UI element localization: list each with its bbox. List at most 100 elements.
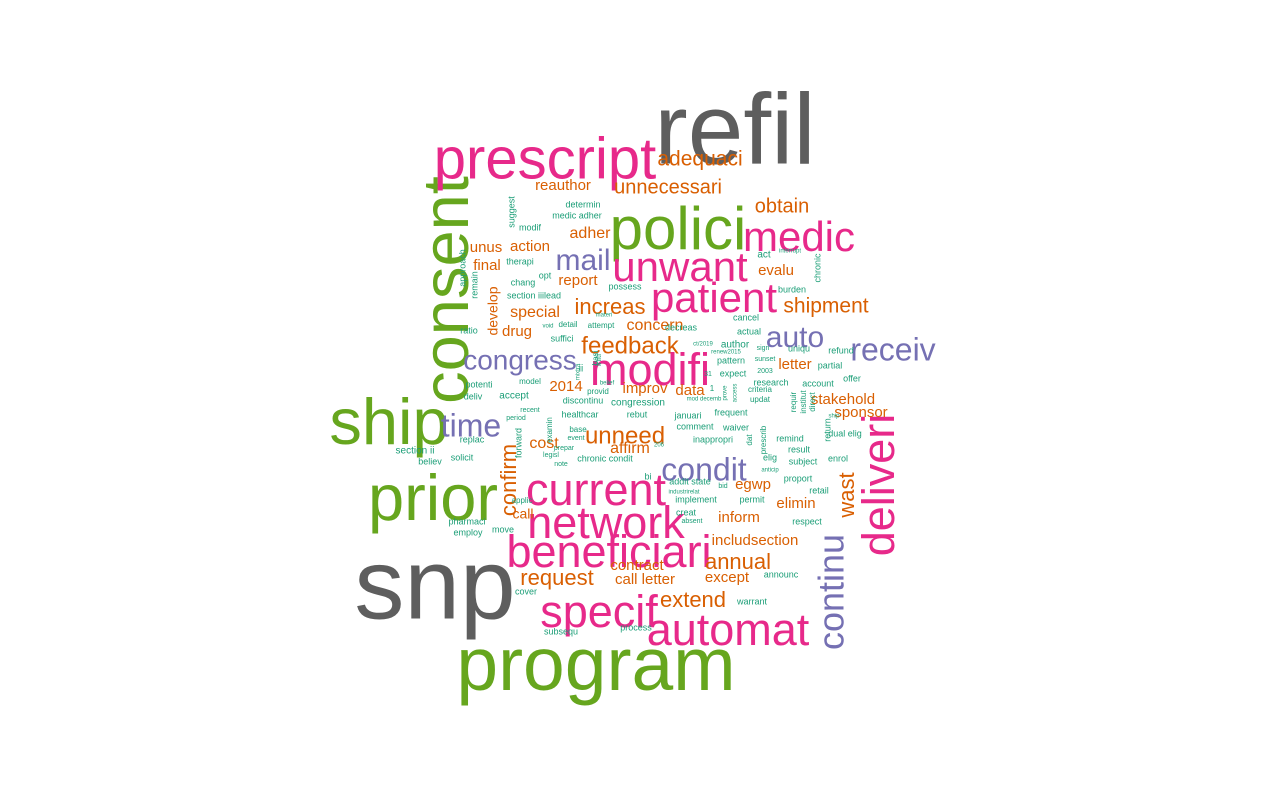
- word-final: final: [473, 257, 501, 274]
- word-actual: actual: [737, 326, 761, 336]
- word-deliveri: deliveri: [853, 414, 904, 557]
- word-therapi: therapi: [506, 256, 534, 266]
- word-warrant: warrant: [736, 596, 768, 606]
- word-refil: refil: [654, 73, 815, 185]
- word-feedback: feedback: [581, 332, 679, 359]
- word-chronic: chronic: [812, 253, 822, 283]
- word-wast: wast: [834, 472, 859, 518]
- word-renew2015: renew2015: [711, 350, 741, 356]
- word-except: except: [705, 569, 750, 586]
- word-burden: burden: [778, 284, 806, 294]
- word-polici: polici: [610, 195, 747, 262]
- word-data: data: [675, 382, 705, 399]
- word-legisl: legisl: [543, 452, 559, 459]
- word-believ: believ: [418, 456, 442, 466]
- word-specif: specif: [540, 586, 658, 637]
- word-industrirelat: industrirelat: [668, 490, 699, 496]
- word-proport: proport: [784, 473, 813, 483]
- word-rebut: rebut: [627, 409, 648, 419]
- word-frequent: frequent: [714, 407, 748, 417]
- word-2003: 2003: [757, 368, 773, 375]
- word-call: call: [512, 506, 533, 522]
- word-approach: approach: [457, 249, 467, 287]
- word-suggest: suggest: [506, 196, 516, 228]
- word-cost: cost: [529, 435, 559, 452]
- word-inform: inform: [718, 509, 760, 526]
- word-deliv: deliv: [464, 391, 483, 401]
- word-direct: direct: [808, 391, 817, 411]
- word-account: account: [802, 378, 834, 388]
- word-model: model: [519, 377, 541, 386]
- word-solicit: solicit: [451, 452, 474, 462]
- word-mod-decemb: mod decemb: [687, 397, 722, 403]
- word-process: process: [620, 622, 652, 632]
- word-addit-state: addit state: [669, 476, 711, 486]
- word-request: request: [520, 565, 593, 590]
- word-initi: initi: [594, 354, 603, 366]
- word-result: result: [788, 444, 811, 454]
- word-obtain: obtain: [755, 195, 810, 217]
- word-announc: announc: [764, 569, 799, 579]
- word-move: move: [492, 524, 514, 534]
- word-possess: possess: [608, 281, 642, 291]
- word-action: action: [510, 238, 550, 255]
- word-adequaci: adequaci: [657, 148, 742, 171]
- word-medic: medic: [743, 213, 855, 260]
- word-prescrib: prescrib: [759, 425, 768, 454]
- word-belief: belief: [600, 381, 615, 387]
- word-1: 1: [710, 384, 715, 393]
- word-concern: concern: [627, 317, 684, 334]
- word-partial: partial: [818, 360, 843, 370]
- word-attempt: attempt: [588, 321, 615, 330]
- word-event: event: [567, 435, 584, 442]
- word-elimin: elimin: [776, 495, 815, 512]
- word-ct-2019: ct/2019: [693, 342, 713, 348]
- word-prepar: prepar: [554, 445, 575, 452]
- word-dual-elig: dual elig: [828, 428, 862, 438]
- word-special: special: [510, 304, 560, 321]
- word-prior: prior: [368, 461, 498, 534]
- word-anticip: anticip: [761, 468, 779, 474]
- word-stakehold: stakehold: [811, 391, 875, 408]
- word-receiv: receiv: [850, 331, 935, 367]
- word-dat: dat: [745, 434, 754, 446]
- word-adher: adher: [570, 225, 612, 242]
- word-egwp: egwp: [735, 476, 771, 493]
- word-drug: drug: [502, 323, 532, 340]
- word-section-ii: section ii: [396, 446, 435, 457]
- word-206: 206: [654, 443, 665, 449]
- word-unus: unus: [470, 239, 503, 256]
- word-chronic-condit: chronic condit: [577, 453, 633, 463]
- word-report: report: [558, 272, 598, 289]
- word-develop: develop: [485, 286, 501, 335]
- word-extend: extend: [660, 587, 726, 612]
- word-provid: provid: [587, 387, 609, 396]
- word-offer: offer: [843, 373, 861, 383]
- word-annual: annual: [705, 549, 771, 574]
- word-sign: sign: [757, 345, 770, 352]
- word-act: act: [757, 250, 771, 261]
- word-current: current: [526, 464, 667, 515]
- word-access: access: [733, 384, 739, 403]
- word-respect: respect: [792, 516, 822, 526]
- word-affirm: affirm: [610, 440, 650, 457]
- word-reauthor: reauthor: [535, 177, 591, 194]
- word-remind: remind: [776, 433, 804, 443]
- word-updat: updat: [750, 395, 771, 404]
- word-return: return: [822, 418, 832, 442]
- word-forward: forward: [513, 428, 523, 458]
- word-interrupt: interrupt: [779, 249, 801, 255]
- word-chang: chang: [511, 277, 536, 287]
- word-discontinu: discontinu: [563, 395, 604, 405]
- word-increas: increas: [575, 294, 646, 319]
- word-base: base: [569, 425, 587, 434]
- word-elig: elig: [763, 452, 777, 462]
- word-confirm: confirm: [496, 444, 521, 516]
- word-pattern: pattern: [717, 355, 745, 365]
- word-waiver: waiver: [722, 422, 749, 432]
- word-detail: detail: [558, 320, 577, 329]
- word-requir: requir: [789, 391, 798, 412]
- word-absent: absent: [681, 518, 702, 525]
- word-recent: recent: [520, 407, 540, 414]
- word-replac: replac: [460, 434, 485, 444]
